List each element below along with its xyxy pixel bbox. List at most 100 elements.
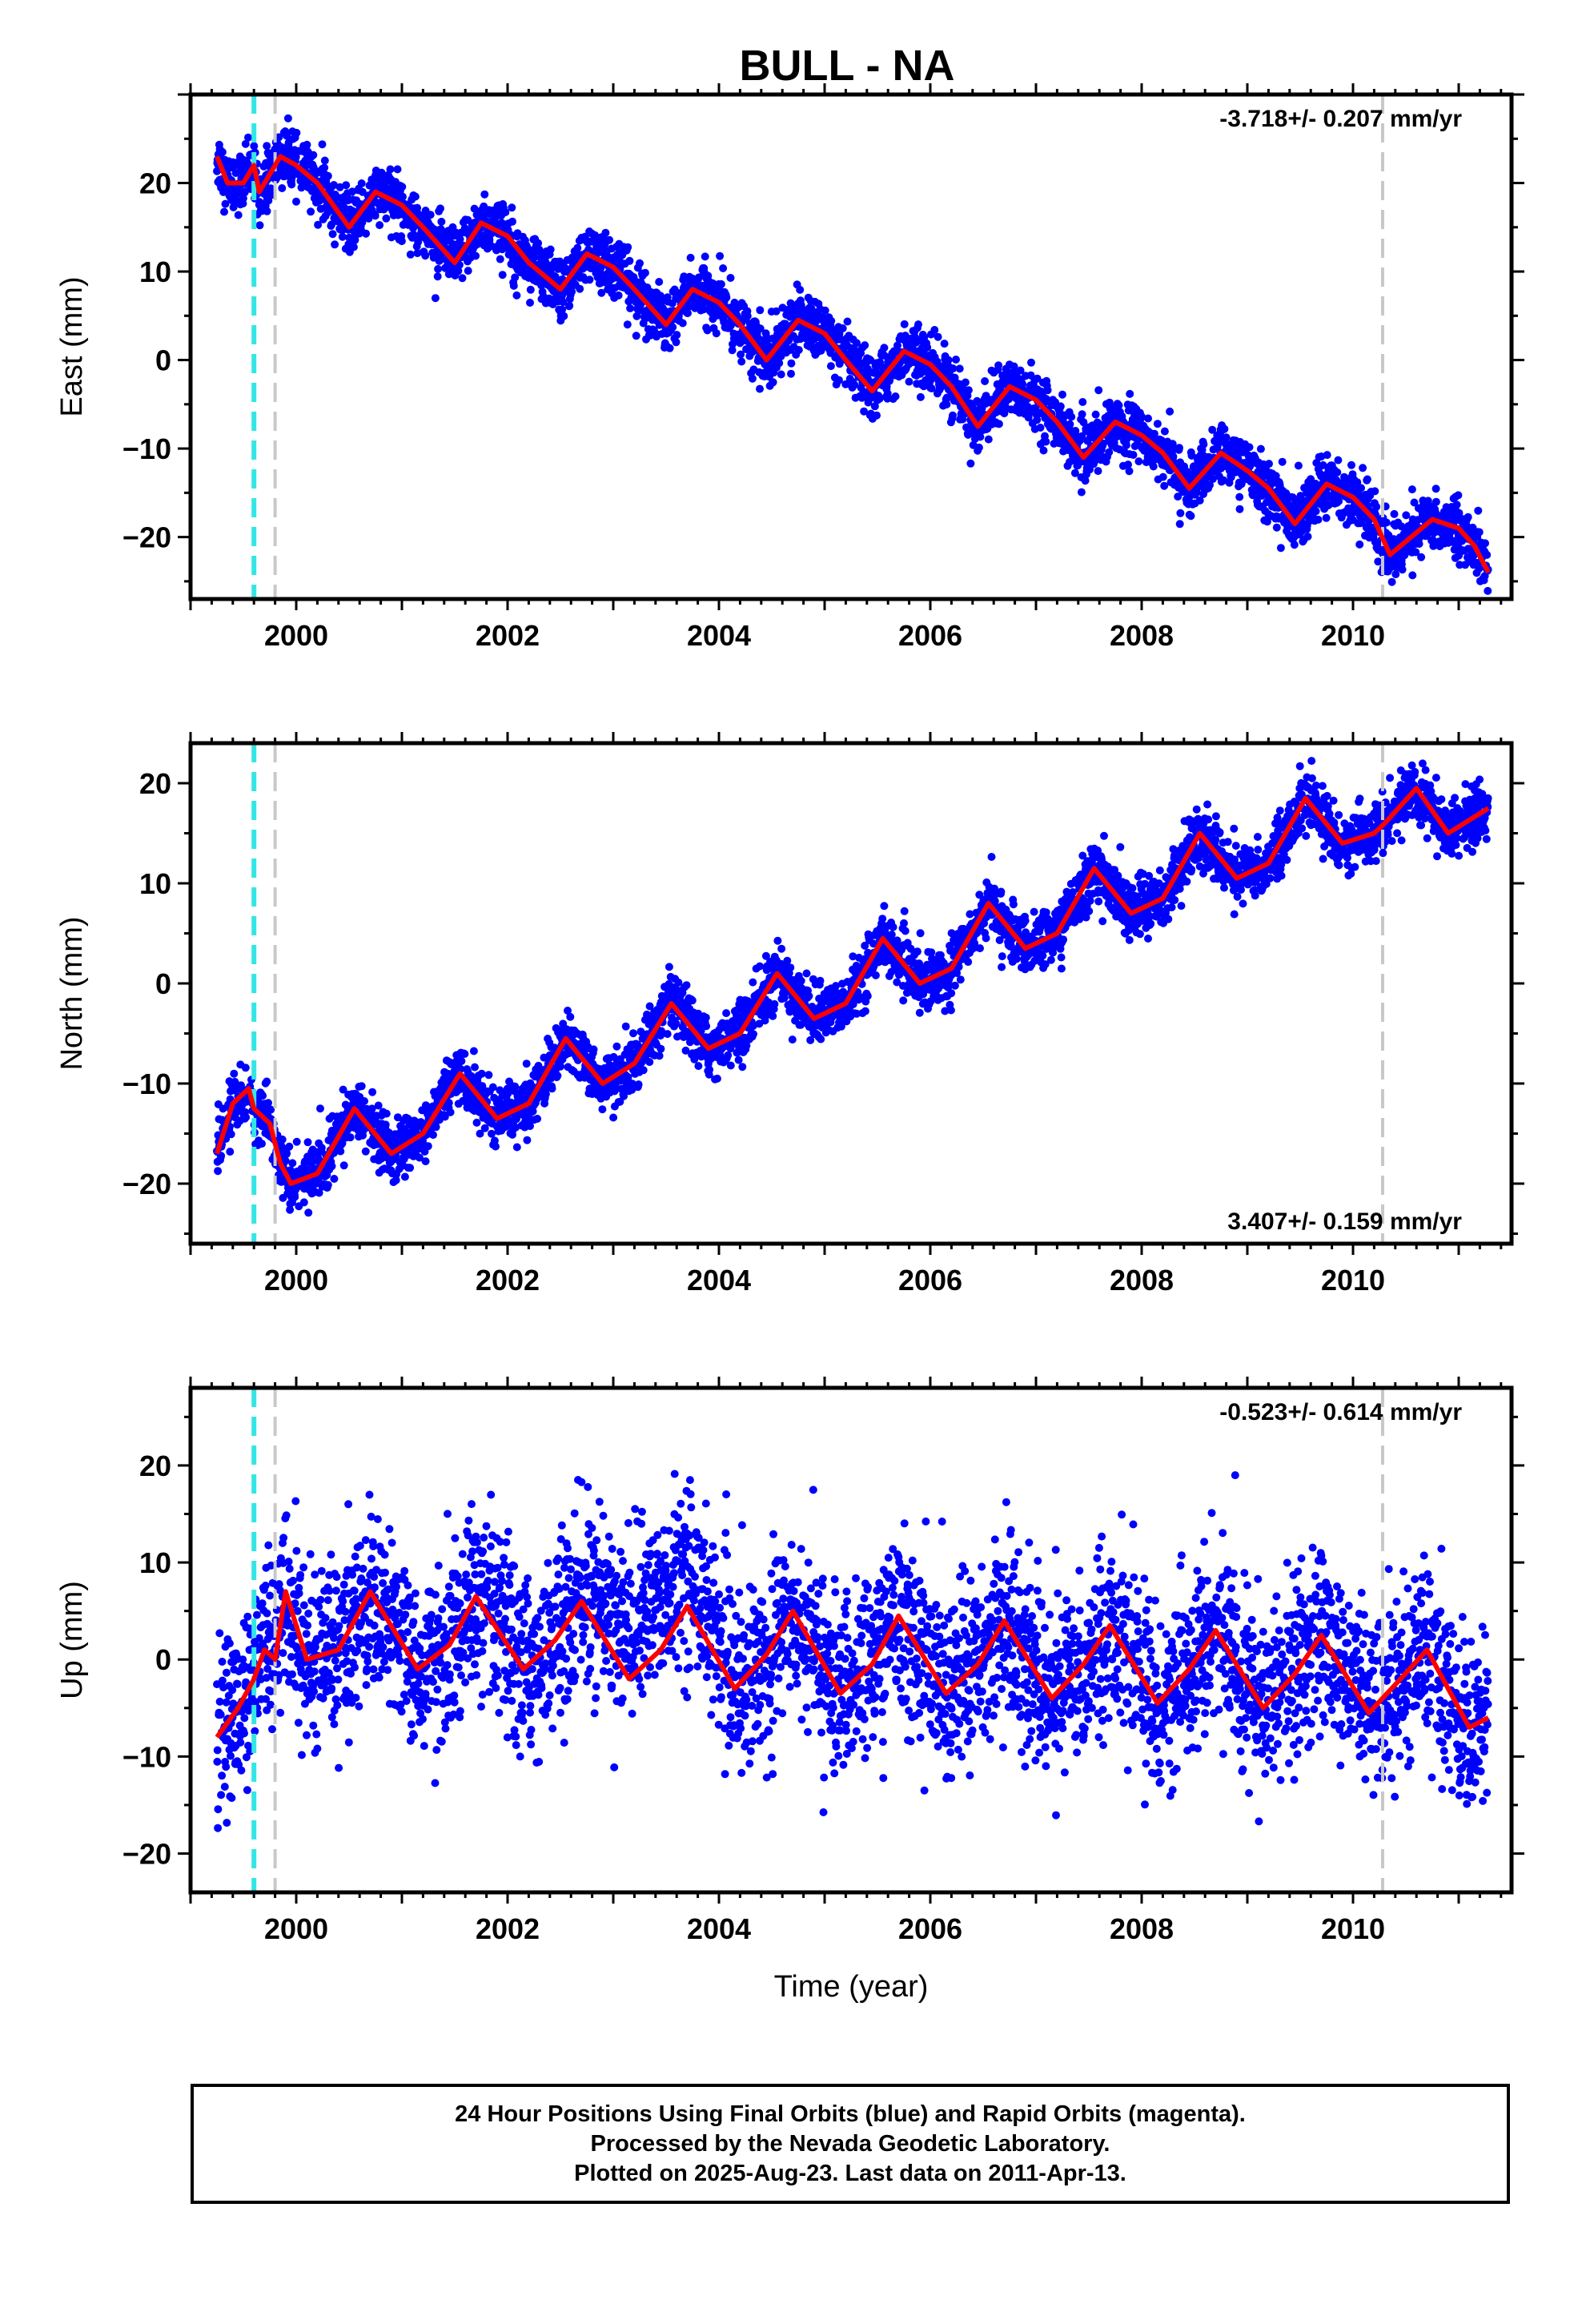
east-y-tick-label: −20 <box>122 521 171 554</box>
east-point <box>530 253 539 262</box>
east-point <box>614 291 623 300</box>
east-point <box>1153 420 1162 428</box>
east-point <box>526 299 534 307</box>
north-point <box>391 1176 400 1184</box>
east-point <box>1134 457 1143 466</box>
east-point <box>283 114 292 123</box>
east-point <box>1016 366 1025 375</box>
north-point <box>478 1082 487 1091</box>
east-point <box>930 326 939 334</box>
east-point <box>508 217 516 226</box>
north-point <box>227 1130 235 1139</box>
east-point <box>263 142 271 151</box>
east-point <box>303 140 311 149</box>
east-point <box>1256 444 1265 453</box>
east-point <box>1186 512 1195 521</box>
east-point <box>1036 424 1045 432</box>
north-point <box>330 1175 339 1183</box>
east-point <box>737 357 746 366</box>
east-point <box>883 389 892 398</box>
east-point <box>526 285 535 294</box>
east-point <box>1481 539 1489 548</box>
east-rate-label: -3.718+/- 0.207 mm/yr <box>1219 106 1462 132</box>
east-point <box>292 197 300 206</box>
east-point <box>496 255 504 263</box>
east-point <box>1208 475 1217 484</box>
east-point <box>331 240 339 249</box>
east-point <box>966 459 975 468</box>
north-point <box>304 1208 313 1217</box>
east-point <box>1220 424 1229 433</box>
east-point <box>657 296 666 304</box>
east-point <box>860 407 869 416</box>
east-point <box>397 237 406 246</box>
east-point <box>597 288 606 297</box>
east-point <box>1456 561 1464 569</box>
east-point <box>1056 402 1065 411</box>
north-point <box>406 1164 415 1172</box>
east-point <box>1322 513 1331 522</box>
east-point <box>794 346 803 354</box>
east-point <box>568 287 576 296</box>
east-point <box>756 324 765 333</box>
east-point <box>1359 464 1367 472</box>
north-point <box>541 1090 550 1099</box>
north-point <box>374 1101 383 1110</box>
east-point <box>1314 515 1323 524</box>
east-point <box>480 190 489 199</box>
east-point <box>1105 448 1114 456</box>
east-point <box>949 411 957 420</box>
east-point <box>1333 468 1342 476</box>
north-point <box>381 1120 390 1129</box>
east-point <box>382 214 391 223</box>
east-point <box>1484 586 1492 595</box>
north-point <box>263 1077 271 1086</box>
north-point <box>400 1172 409 1181</box>
east-point <box>1374 557 1383 566</box>
east-point <box>275 133 283 142</box>
east-point <box>393 165 402 174</box>
east-point <box>1265 460 1273 468</box>
east-point <box>684 309 692 317</box>
east-point <box>318 140 327 149</box>
north-point <box>526 1122 534 1131</box>
east-point <box>1475 528 1484 537</box>
east-point <box>1323 451 1331 460</box>
east-point <box>421 251 430 260</box>
north-point <box>477 1069 486 1078</box>
east-point <box>1417 553 1426 561</box>
east-point <box>944 356 953 364</box>
north-point <box>226 1148 235 1156</box>
east-y-tick-label: 0 <box>155 344 171 377</box>
east-point <box>712 329 721 338</box>
north-point <box>440 1112 449 1121</box>
east-point <box>716 251 725 260</box>
east-point <box>624 243 632 251</box>
east-point <box>1454 491 1463 500</box>
north-point <box>421 1157 430 1166</box>
east-point <box>406 250 415 259</box>
east-point <box>559 298 568 307</box>
east-point <box>994 361 1003 370</box>
east-point <box>686 253 695 262</box>
east-x-tick-label: 2006 <box>898 619 962 652</box>
east-point <box>560 312 568 320</box>
east-point <box>565 301 574 310</box>
east-point <box>1027 358 1035 367</box>
east-point <box>1237 480 1246 489</box>
east-point <box>1347 460 1355 469</box>
east-point <box>994 420 1003 428</box>
east-point <box>672 338 681 347</box>
east-point <box>1126 389 1134 398</box>
east-model-line <box>215 154 1491 574</box>
east-point <box>893 341 901 350</box>
east-point <box>1176 509 1185 517</box>
east-point <box>1149 462 1158 471</box>
east-point <box>1122 441 1130 449</box>
north-point <box>357 1082 366 1091</box>
east-point <box>1078 410 1086 419</box>
east-point <box>1319 460 1327 469</box>
north-point <box>472 1118 481 1127</box>
north-point <box>511 1082 520 1091</box>
